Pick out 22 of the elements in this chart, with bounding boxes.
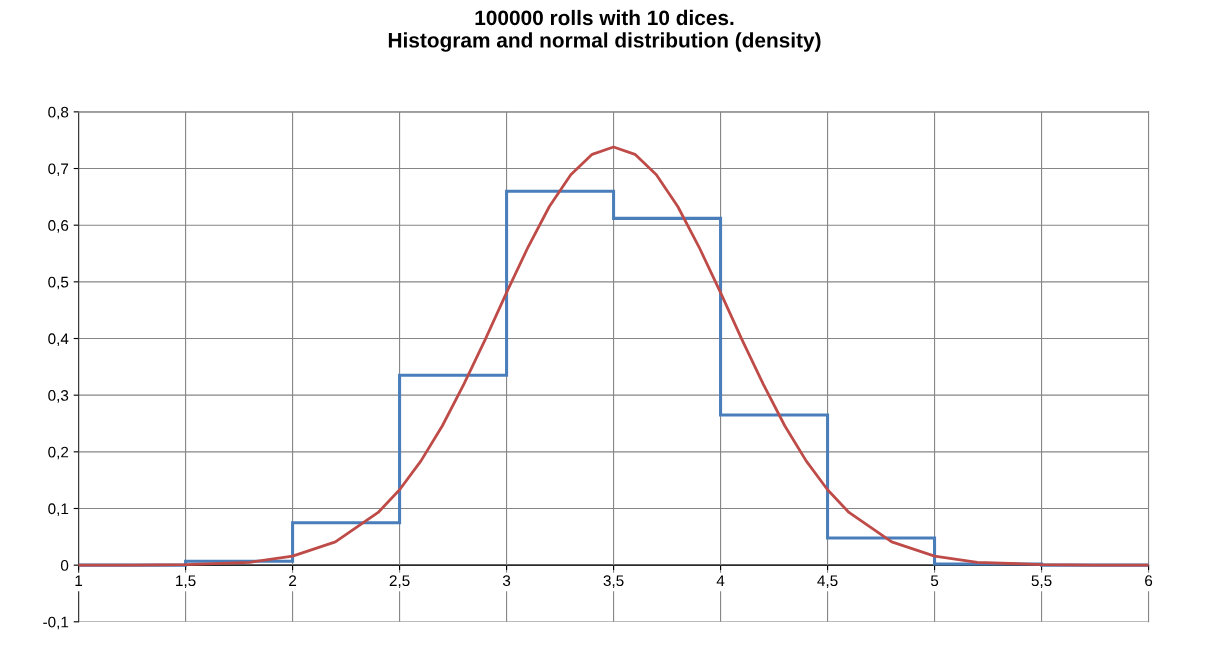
x-tick-label: 4 xyxy=(716,575,725,586)
y-tick-label: 0,4 xyxy=(48,333,69,346)
x-tick-label: 6 xyxy=(1145,575,1153,587)
chart-title: 100000 rolls with 10 dices. Histogram and normal distribution (density) xyxy=(388,9,821,52)
x-tick-label: 3 xyxy=(502,575,511,587)
x-tick-label: 5 xyxy=(930,575,939,587)
y-tick-label: 0,1 xyxy=(48,503,69,516)
x-tick-label: 3,5 xyxy=(603,575,624,588)
y-tick-label: 0,8 xyxy=(48,106,69,120)
x-tick-label: 2 xyxy=(289,575,297,586)
x-tick-label: 1,5 xyxy=(176,575,196,588)
x-tick-label: 1 xyxy=(75,575,83,586)
x-tick-label: 4,5 xyxy=(817,575,838,588)
x-tick-label: 5,5 xyxy=(1031,575,1052,588)
y-tick-label: -0,1 xyxy=(43,616,69,630)
y-tick-label: 0,5 xyxy=(48,276,69,290)
y-tick-label: 0,7 xyxy=(48,163,69,177)
x-tick-label: 2,5 xyxy=(389,575,410,588)
y-tick-label: 0,3 xyxy=(48,390,69,403)
y-tick-label: 0,6 xyxy=(48,220,69,233)
y-tick-label: 0 xyxy=(60,560,69,571)
y-tick-label: 0,2 xyxy=(48,446,69,460)
